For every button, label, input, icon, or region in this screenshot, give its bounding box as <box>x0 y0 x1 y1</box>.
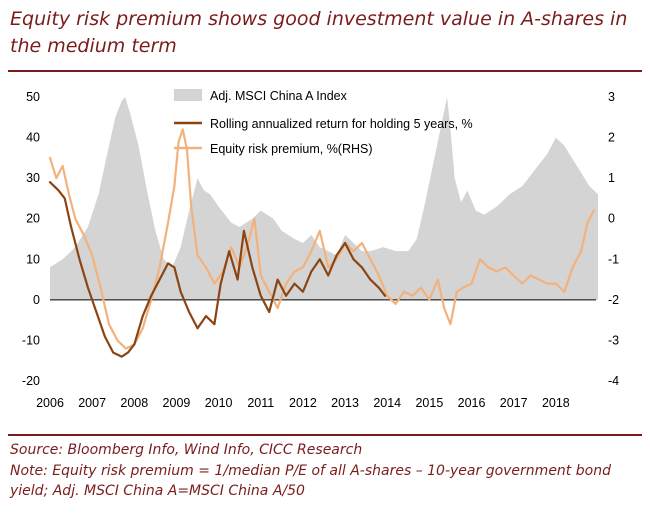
note-text: Note: Equity risk premium = 1/median P/E… <box>10 463 611 499</box>
left-axis-tick-label: 50 <box>26 90 40 104</box>
left-axis-tick-label: 10 <box>26 252 40 266</box>
x-axis-tick-label: 2008 <box>120 396 148 410</box>
x-axis-tick-label: 2017 <box>500 396 528 410</box>
right-axis-tick-label: 1 <box>608 171 615 185</box>
legend-label: Rolling annualized return for holding 5 … <box>210 117 473 131</box>
x-axis-tick-label: 2011 <box>247 396 274 410</box>
legend-swatch-area <box>174 89 202 101</box>
legend-label: Adj. MSCI China A Index <box>210 89 348 103</box>
x-axis-tick-label: 2010 <box>205 396 233 410</box>
right-axis-tick-label: 0 <box>608 212 615 226</box>
source-text: Source: Bloomberg Info, Wind Info, CICC … <box>10 442 363 458</box>
right-axis-tick-label: -1 <box>608 252 619 266</box>
x-axis-tick-label: 2012 <box>289 396 317 410</box>
left-axis-tick-label: 40 <box>26 131 40 145</box>
x-axis-tick-label: 2014 <box>373 396 401 410</box>
left-axis-tick-label: -10 <box>22 333 40 347</box>
x-axis-tick-label: 2018 <box>542 396 570 410</box>
title-underline <box>8 70 642 72</box>
right-axis-tick-label: -4 <box>608 374 619 388</box>
rolling-return-line <box>48 181 387 358</box>
right-axis-tick-label: -3 <box>608 333 619 347</box>
legend-label: Equity risk premium, %(RHS) <box>210 142 373 156</box>
right-axis-tick-label: 2 <box>608 131 615 145</box>
left-axis-tick-label: 0 <box>33 293 40 307</box>
x-axis-tick-label: 2006 <box>36 396 64 410</box>
right-axis-tick-label: 3 <box>608 90 615 104</box>
left-axis-tick-label: 20 <box>26 212 40 226</box>
msci-area-series <box>50 97 598 300</box>
equity-risk-premium-line <box>48 128 595 350</box>
left-axis-tick-label: -20 <box>22 374 40 388</box>
left-axis-tick-label: 30 <box>26 171 40 185</box>
x-axis-tick-label: 2016 <box>458 396 486 410</box>
x-axis-tick-label: 2013 <box>331 396 359 410</box>
right-axis-tick-label: -2 <box>608 293 619 307</box>
chart-title: Equity risk premium shows good investmen… <box>10 8 628 57</box>
x-axis-tick-label: 2009 <box>163 396 191 410</box>
footer-rule <box>8 434 642 436</box>
x-axis-tick-label: 2007 <box>78 396 106 410</box>
x-axis-tick-label: 2015 <box>415 396 443 410</box>
